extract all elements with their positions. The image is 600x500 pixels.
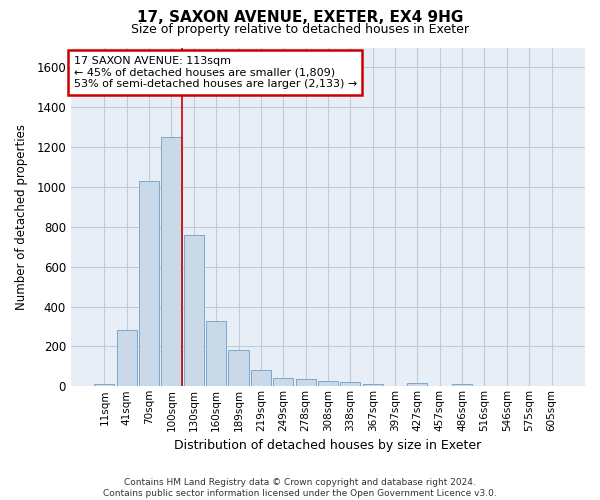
Text: 17, SAXON AVENUE, EXETER, EX4 9HG: 17, SAXON AVENUE, EXETER, EX4 9HG xyxy=(137,10,463,25)
Text: Contains HM Land Registry data © Crown copyright and database right 2024.
Contai: Contains HM Land Registry data © Crown c… xyxy=(103,478,497,498)
Bar xyxy=(340,382,361,386)
X-axis label: Distribution of detached houses by size in Exeter: Distribution of detached houses by size … xyxy=(175,440,482,452)
Bar xyxy=(206,320,226,386)
Text: 17 SAXON AVENUE: 113sqm
← 45% of detached houses are smaller (1,809)
53% of semi: 17 SAXON AVENUE: 113sqm ← 45% of detache… xyxy=(74,56,357,89)
Bar xyxy=(251,370,271,386)
Bar xyxy=(318,380,338,386)
Bar xyxy=(273,378,293,386)
Bar xyxy=(452,384,472,386)
Y-axis label: Number of detached properties: Number of detached properties xyxy=(15,124,28,310)
Bar xyxy=(362,384,383,386)
Bar xyxy=(139,181,159,386)
Bar xyxy=(116,330,137,386)
Bar xyxy=(161,137,182,386)
Bar xyxy=(229,350,248,386)
Bar xyxy=(407,384,427,386)
Text: Size of property relative to detached houses in Exeter: Size of property relative to detached ho… xyxy=(131,22,469,36)
Bar xyxy=(184,235,204,386)
Bar xyxy=(296,378,316,386)
Bar xyxy=(94,384,115,386)
